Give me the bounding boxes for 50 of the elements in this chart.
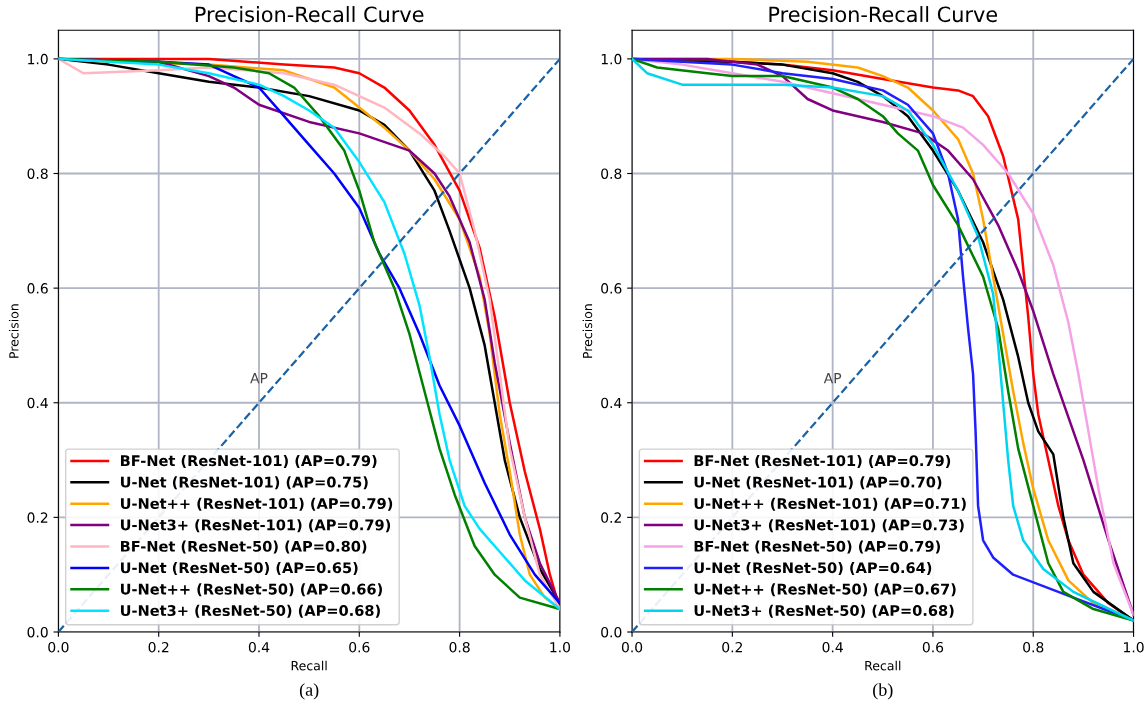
y-tick-label: 0.8 bbox=[27, 168, 48, 179]
y-tick-label: 1.0 bbox=[28, 53, 48, 65]
legend-label: BF-Net (ResNet-50) (AP=0.79) bbox=[694, 540, 940, 554]
y-tick-label: 0.4 bbox=[601, 397, 622, 409]
y-tick-label: 0.2 bbox=[27, 512, 48, 523]
x-tick-label: 0.0 bbox=[48, 641, 69, 653]
chart-title: Precision-Recall Curve bbox=[195, 6, 424, 23]
x-tick-label: 0.6 bbox=[349, 641, 370, 653]
x-tick-label: 1.0 bbox=[550, 641, 571, 653]
legend-label: U-Net3+ (ResNet-50) (AP=0.68) bbox=[694, 604, 954, 618]
text: (a) bbox=[299, 683, 319, 700]
legend-label: U-Net (ResNet-50) (AP=0.65) bbox=[120, 561, 358, 575]
x-tick-label: 0.0 bbox=[621, 641, 643, 653]
legend-label: U-Net++ (ResNet-101) (AP=0.79) bbox=[120, 497, 393, 511]
x-tick-label: 0.2 bbox=[722, 641, 742, 653]
y-axis-title: Precision bbox=[582, 304, 593, 358]
x-axis-title: Recall bbox=[291, 660, 327, 671]
x-tick-label: 0.6 bbox=[922, 641, 944, 653]
legend-label: U-Net3+ (ResNet-101) (AP=0.73) bbox=[694, 519, 964, 533]
legend-label: U-Net++ (ResNet-101) (AP=0.71) bbox=[694, 497, 966, 511]
x-tick-label: 0.4 bbox=[822, 641, 843, 653]
y-tick-label: 0.0 bbox=[27, 626, 48, 638]
legend-label: U-Net (ResNet-101) (AP=0.75) bbox=[120, 476, 368, 490]
x-tick-label: 0.2 bbox=[148, 641, 169, 653]
y-tick-label: 1.0 bbox=[601, 53, 622, 65]
y-tick-label: 0.8 bbox=[601, 168, 622, 179]
x-tick-label: 0.8 bbox=[1023, 641, 1044, 653]
annotation: AP bbox=[823, 373, 842, 384]
annotation: AP bbox=[250, 373, 268, 384]
legend-label: U-Net3+ (ResNet-101) (AP=0.79) bbox=[120, 519, 391, 533]
legend-label: U-Net (ResNet-101) (AP=0.70) bbox=[694, 476, 942, 490]
legend-label: BF-Net (ResNet-101) (AP=0.79) bbox=[694, 454, 951, 468]
legend-label: U-Net++ (ResNet-50) (AP=0.66) bbox=[120, 583, 382, 597]
y-tick-label: 0.0 bbox=[601, 626, 622, 638]
y-tick-label: 0.6 bbox=[27, 283, 48, 294]
legend-label: U-Net (ResNet-50) (AP=0.64) bbox=[694, 561, 932, 575]
y-tick-label: 0.4 bbox=[27, 397, 48, 409]
x-tick-label: 0.4 bbox=[248, 641, 270, 653]
legend-label: BF-Net (ResNet-101) (AP=0.79) bbox=[120, 454, 377, 468]
x-axis-title: Recall bbox=[865, 660, 901, 671]
x-tick-label: 1.0 bbox=[1124, 641, 1144, 653]
y-axis-title: Precision bbox=[8, 304, 19, 358]
legend-label: BF-Net (ResNet-50) (AP=0.80) bbox=[120, 540, 367, 554]
x-tick-label: 0.8 bbox=[449, 641, 470, 653]
legend-label: U-Net++ (ResNet-50) (AP=0.67) bbox=[694, 583, 956, 597]
text: (b) bbox=[873, 683, 893, 700]
chart-title: Precision-Recall Curve bbox=[769, 6, 998, 23]
y-tick-label: 0.6 bbox=[601, 283, 622, 294]
legend-label: U-Net3+ (ResNet-50) (AP=0.68) bbox=[120, 604, 380, 618]
y-tick-label: 0.2 bbox=[601, 512, 621, 523]
